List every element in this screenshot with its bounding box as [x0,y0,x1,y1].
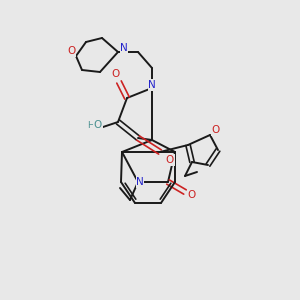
Text: H: H [87,121,93,130]
Text: O: O [188,190,196,200]
Text: O: O [112,69,120,79]
Text: N: N [120,43,128,53]
Text: N: N [148,80,156,90]
Text: O: O [212,125,220,135]
Text: O: O [67,46,75,56]
Text: O: O [166,155,174,165]
Text: N: N [136,177,144,187]
Text: O: O [94,120,102,130]
